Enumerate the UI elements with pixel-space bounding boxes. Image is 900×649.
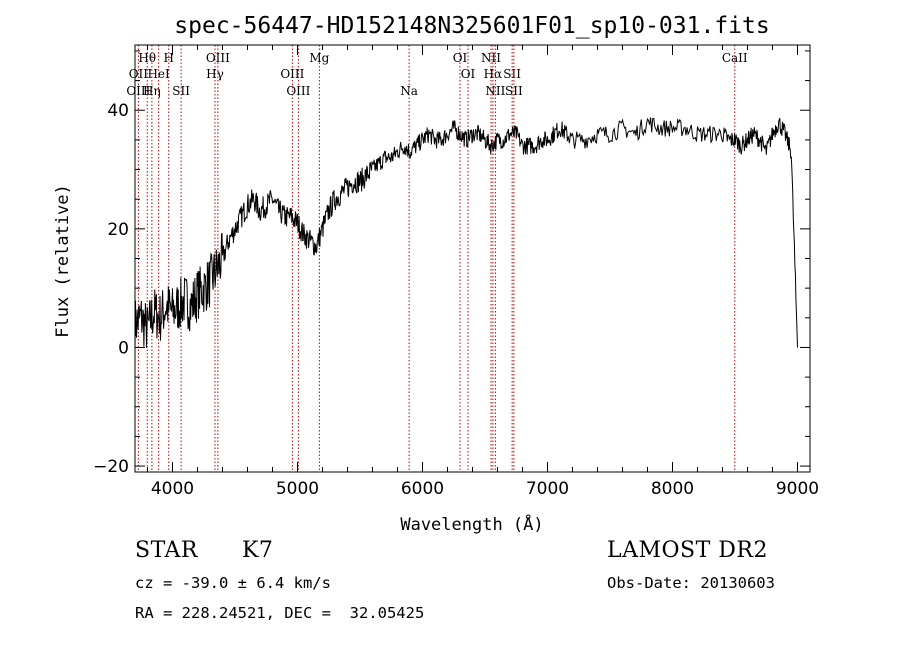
x-tick-label-1: 5000 xyxy=(276,479,319,499)
axis-ticks: 4000 5000 6000 7000 8000 9000 −20 0 20 40 xyxy=(93,45,819,499)
chart-title: spec-56447-HD152148N325601F01_sp10-031.f… xyxy=(174,13,769,39)
line-label-3: Mg xyxy=(309,51,329,65)
x-axis-label: Wavelength (Å) xyxy=(400,513,543,535)
x-tick-label-4: 8000 xyxy=(651,479,694,499)
y-tick-label-1: 0 xyxy=(118,338,129,358)
line-label-15: Hη xyxy=(143,84,161,98)
line-label-0: Hθ xyxy=(138,51,156,65)
line-label-8: HeI xyxy=(147,67,170,81)
spectrum-series-line xyxy=(134,117,798,351)
y-axis-label: Flux (relative) xyxy=(53,184,73,338)
spectrum-chart: spec-56447-HD152148N325601F01_sp10-031.f… xyxy=(53,13,819,535)
line-label-20: SII xyxy=(505,84,523,98)
y-tick-label-2: 20 xyxy=(107,220,129,240)
y-tick-label-3: 40 xyxy=(107,101,129,121)
x-tick-label-0: 4000 xyxy=(151,479,194,499)
y-tick-label-0: −20 xyxy=(93,457,129,477)
line-label-1: H xyxy=(164,51,174,65)
line-label-14: OIII xyxy=(126,84,150,98)
line-label-4: OI xyxy=(453,51,468,65)
line-label-17: OIII xyxy=(286,84,310,98)
line-label-11: OI xyxy=(461,67,476,81)
line-label-13: SII xyxy=(503,67,521,81)
survey-name: LAMOST DR2 xyxy=(607,538,768,563)
object-subclass: K7 xyxy=(242,538,274,563)
x-tick-label-3: 7000 xyxy=(526,479,569,499)
line-label-19: NII xyxy=(485,84,505,98)
line-label-10: OIII xyxy=(280,67,304,81)
line-label-12: Hα xyxy=(484,67,503,81)
line-label-2: OIII xyxy=(206,51,230,65)
x-tick-label-2: 6000 xyxy=(401,479,444,499)
line-label-5: NII xyxy=(481,51,501,65)
redshift-text: cz = -39.0 ± 6.4 km/s xyxy=(135,574,331,592)
obs-date-text: Obs-Date: 20130603 xyxy=(607,574,775,592)
x-tick-label-5: 9000 xyxy=(776,479,819,499)
line-label-18: Na xyxy=(400,84,418,98)
object-class: STAR xyxy=(135,538,198,563)
line-label-16: SII xyxy=(172,84,190,98)
line-label-6: CaII xyxy=(722,51,748,65)
coordinates-text: RA = 228.24521, DEC = 32.05425 xyxy=(135,604,425,622)
line-label-9: Hγ xyxy=(206,67,224,81)
plot-frame xyxy=(134,44,811,473)
line-label-7: OII xyxy=(129,67,149,81)
